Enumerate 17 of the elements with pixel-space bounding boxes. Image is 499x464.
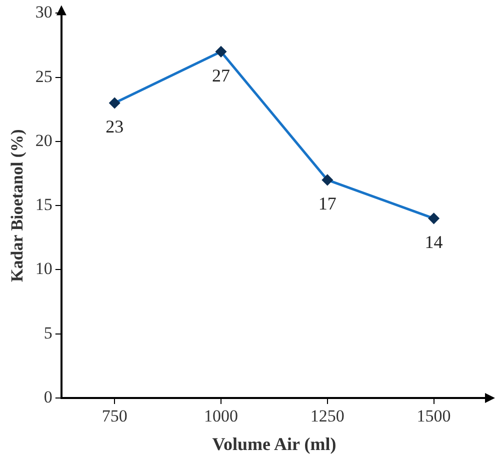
x-axis-title: Volume Air (ml) (212, 434, 336, 454)
y-tick-label: 30 (35, 2, 52, 22)
data-label: 17 (318, 194, 336, 214)
x-tick-label: 1250 (310, 406, 344, 426)
y-tick-label: 10 (35, 259, 52, 278)
x-tick-label: 750 (102, 406, 128, 426)
y-tick-label: 20 (35, 130, 52, 150)
y-tick-label: 25 (35, 66, 52, 86)
y-axis-title: Kadar Bioetanol (%) (8, 129, 27, 282)
x-tick-label: 1000 (204, 406, 238, 426)
y-tick-label: 15 (35, 195, 52, 214)
x-tick-label: 1500 (416, 406, 451, 426)
data-label: 14 (424, 232, 443, 252)
y-tick-label: 0 (44, 387, 52, 406)
data-label: 23 (106, 116, 124, 137)
data-label: 27 (212, 65, 230, 86)
y-tick-label: 5 (44, 323, 52, 342)
